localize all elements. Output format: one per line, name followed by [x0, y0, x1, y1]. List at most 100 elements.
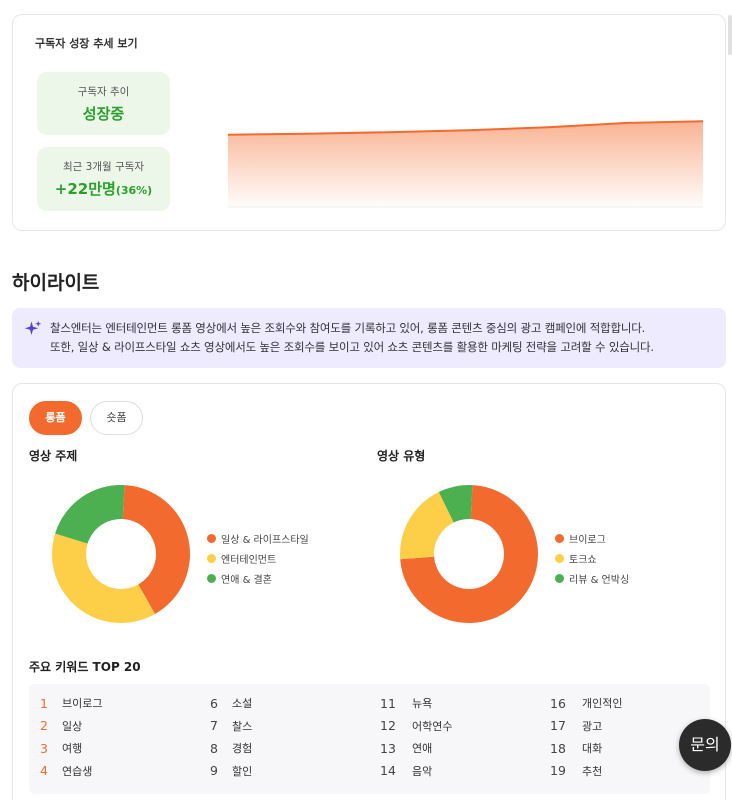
legend-dot: [207, 553, 216, 563]
keyword-rank: 11: [380, 695, 396, 711]
keyword-item: 1 브이로그: [40, 692, 102, 715]
trend-stat-box: 구독자 추이 성장중: [37, 72, 170, 135]
keyword-text: 연애: [412, 742, 433, 756]
legend-dot: [555, 533, 564, 543]
keyword-item: 12 어학연수: [380, 715, 452, 738]
legend-dot: [555, 573, 564, 583]
keyword-text: 광고: [582, 719, 603, 733]
legend-label: 연애 & 결혼: [221, 574, 272, 586]
ai-summary-banner: 찰스엔터는 엔터테인먼트 롱폼 영상에서 높은 조회수와 참여도를 기록하고 있…: [12, 308, 726, 368]
keyword-text: 여행: [62, 742, 83, 756]
keyword-item: 4 연습생: [40, 760, 102, 783]
scrollbar[interactable]: [728, 15, 732, 55]
keyword-item: 9 할인: [210, 760, 252, 783]
keyword-rank: 18: [550, 740, 566, 756]
recent-percent: (36%): [115, 184, 153, 197]
keyword-item: 11 뉴욕: [380, 692, 452, 715]
legend-item: 브이로그: [555, 528, 629, 548]
legend-item: 리뷰 & 언박싱: [555, 568, 629, 588]
donut-slice: [400, 491, 454, 560]
trend-value: 성장중: [82, 105, 125, 123]
video-topic-label: 영상 주제: [29, 449, 78, 463]
donut-slice: [438, 485, 473, 523]
keyword-item: 8 경험: [210, 737, 252, 760]
tab-shortform[interactable]: 숏폼: [90, 401, 143, 435]
keyword-text: 대화: [582, 742, 603, 756]
video-type-label: 영상 유형: [377, 449, 426, 463]
subscriber-growth-card: 구독자 성장 추세 보기 구독자 추이 성장중 최근 3개월 구독자 +22만명…: [12, 14, 726, 231]
legend-dot: [555, 553, 564, 563]
keyword-rank: 17: [550, 718, 566, 734]
legend-item: 엔터테인먼트: [207, 548, 309, 568]
keyword-rank: 14: [380, 763, 396, 779]
keyword-rank: 9: [210, 763, 218, 779]
keyword-rank: 1: [40, 695, 48, 711]
keyword-item: 6 소설: [210, 692, 252, 715]
keyword-rank: 6: [210, 695, 218, 711]
keyword-item: 3 여행: [40, 737, 102, 760]
keyword-text: 할인: [232, 764, 253, 778]
donut-slice: [122, 485, 190, 615]
content-analysis-card: 롱폼 숏폼 영상 주제 영상 유형 일상 & 라이프스타일 엔터테인먼트 연애 …: [12, 383, 726, 800]
keyword-rank: 4: [40, 763, 48, 779]
video-type-donut: [400, 485, 538, 623]
type-legend: 브이로그 토크쇼 리뷰 & 언박싱: [555, 528, 629, 588]
keyword-text: 일상: [62, 719, 83, 733]
topic-legend: 일상 & 라이프스타일 엔터테인먼트 연애 & 결혼: [207, 528, 309, 588]
keywords-table: 1 브이로그 2 일상 3 여행 4 연습생 6 소설 7 찰스 8 경험 9 할인 11 뉴욕 …: [29, 684, 710, 794]
video-topic-donut: [51, 485, 190, 623]
trend-line: [227, 120, 703, 136]
recent-subscribers-box: 최근 3개월 구독자 +22만명(36%): [37, 147, 170, 211]
banner-line-1: 찰스엔터는 엔터테인먼트 롱폼 영상에서 높은 조회수와 참여도를 기록하고 있…: [50, 321, 646, 335]
keywords-label: 주요 키워드 TOP 20: [29, 660, 141, 674]
keyword-text: 개인적인: [582, 697, 623, 711]
keyword-rank: 3: [40, 740, 48, 756]
donut-slice: [55, 485, 125, 544]
keyword-text: 찰스: [232, 719, 253, 733]
donut-slice: [51, 533, 156, 623]
keyword-item: 19 추천: [550, 760, 622, 783]
recent-value: +22만명(36%): [37, 178, 170, 199]
keyword-text: 브이로그: [62, 697, 103, 711]
recent-count: +22만명: [54, 180, 116, 198]
inquiry-button[interactable]: 문의: [679, 719, 731, 771]
banner-line-2: 또한, 일상 & 라이프스타일 쇼츠 영상에서도 높은 조회수를 보이고 있어 …: [50, 340, 654, 354]
keyword-text: 경험: [232, 742, 253, 756]
keyword-item: 18 대화: [550, 737, 622, 760]
tab-longform[interactable]: 롱폼: [29, 401, 82, 435]
keyword-text: 연습생: [62, 764, 93, 778]
legend-item: 일상 & 라이프스타일: [207, 528, 309, 548]
keyword-text: 추천: [582, 764, 603, 778]
keyword-item: 17 광고: [550, 715, 622, 738]
legend-item: 연애 & 결혼: [207, 568, 309, 588]
highlight-title: 하이라이트: [12, 272, 100, 294]
keyword-rank: 13: [380, 740, 396, 756]
keyword-column: 1 브이로그 2 일상 3 여행 4 연습생: [40, 692, 102, 782]
keyword-rank: 12: [380, 718, 396, 734]
trend-label: 구독자 추이: [77, 86, 130, 98]
trend-area: [228, 121, 703, 207]
keyword-text: 뉴욕: [412, 697, 433, 711]
legend-label: 엔터테인먼트: [221, 554, 277, 566]
keyword-item: 16 개인적인: [550, 692, 622, 715]
donut-slice: [400, 485, 538, 623]
legend-label: 일상 & 라이프스타일: [221, 534, 309, 546]
legend-label: 리뷰 & 언박싱: [569, 574, 630, 586]
keyword-item: 13 연애: [380, 737, 452, 760]
keyword-column: 11 뉴욕 12 어학연수 13 연애 14 음악: [380, 692, 452, 782]
keyword-text: 음악: [412, 764, 433, 778]
growth-title: 구독자 성장 추세 보기: [35, 37, 138, 50]
sparkle-icon: [24, 320, 42, 335]
legend-dot: [207, 533, 216, 543]
legend-label: 브이로그: [569, 534, 606, 546]
keyword-rank: 8: [210, 740, 218, 756]
keyword-item: 7 찰스: [210, 715, 252, 738]
banner-text: 찰스엔터는 엔터테인먼트 롱폼 영상에서 높은 조회수와 참여도를 기록하고 있…: [50, 319, 654, 357]
keyword-rank: 16: [550, 695, 566, 711]
legend-label: 토크쇼: [569, 554, 597, 566]
recent-label: 최근 3개월 구독자: [63, 161, 144, 173]
legend-dot: [207, 573, 216, 583]
keyword-column: 16 개인적인 17 광고 18 대화 19 추천: [550, 692, 622, 782]
keyword-rank: 19: [550, 763, 566, 779]
keyword-rank: 7: [210, 718, 218, 734]
